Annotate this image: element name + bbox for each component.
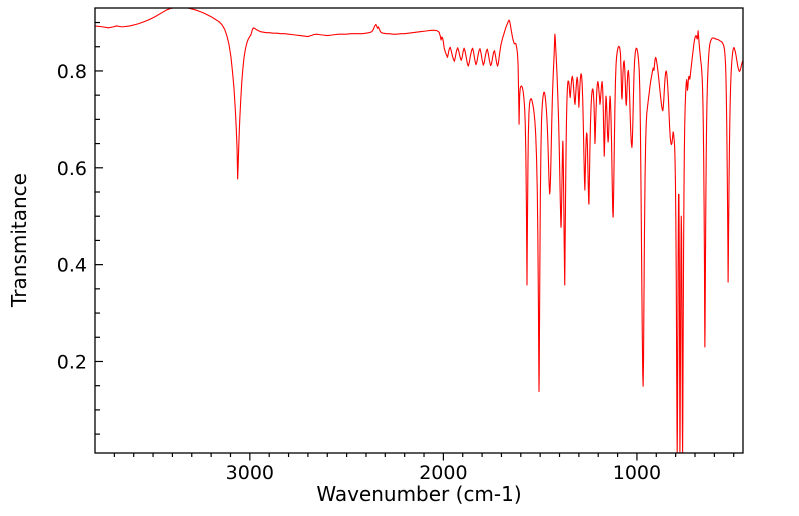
y-tick-label: 0.2 <box>57 351 87 373</box>
plot-border <box>94 7 744 454</box>
y-tick-label: 0.8 <box>57 61 87 83</box>
spectrum-series <box>95 8 743 453</box>
x-tick-label: 1000 <box>613 462 661 484</box>
spectrum-line <box>95 8 743 453</box>
y-axis-ticks <box>95 21 103 435</box>
x-tick-label: 2000 <box>419 462 467 484</box>
y-axis-label: Transmitance <box>7 173 31 308</box>
y-axis-tick-labels: 0.8 0.6 0.4 0.2 <box>57 61 87 374</box>
x-axis-ticks <box>113 453 735 461</box>
x-axis-tick-labels: 3000 2000 1000 <box>226 462 661 484</box>
x-axis-label: Wavenumber (cm-1) <box>316 482 521 506</box>
x-tick-label: 3000 <box>226 462 274 484</box>
y-tick-label: 0.4 <box>57 255 87 277</box>
y-tick-label: 0.6 <box>57 158 87 180</box>
